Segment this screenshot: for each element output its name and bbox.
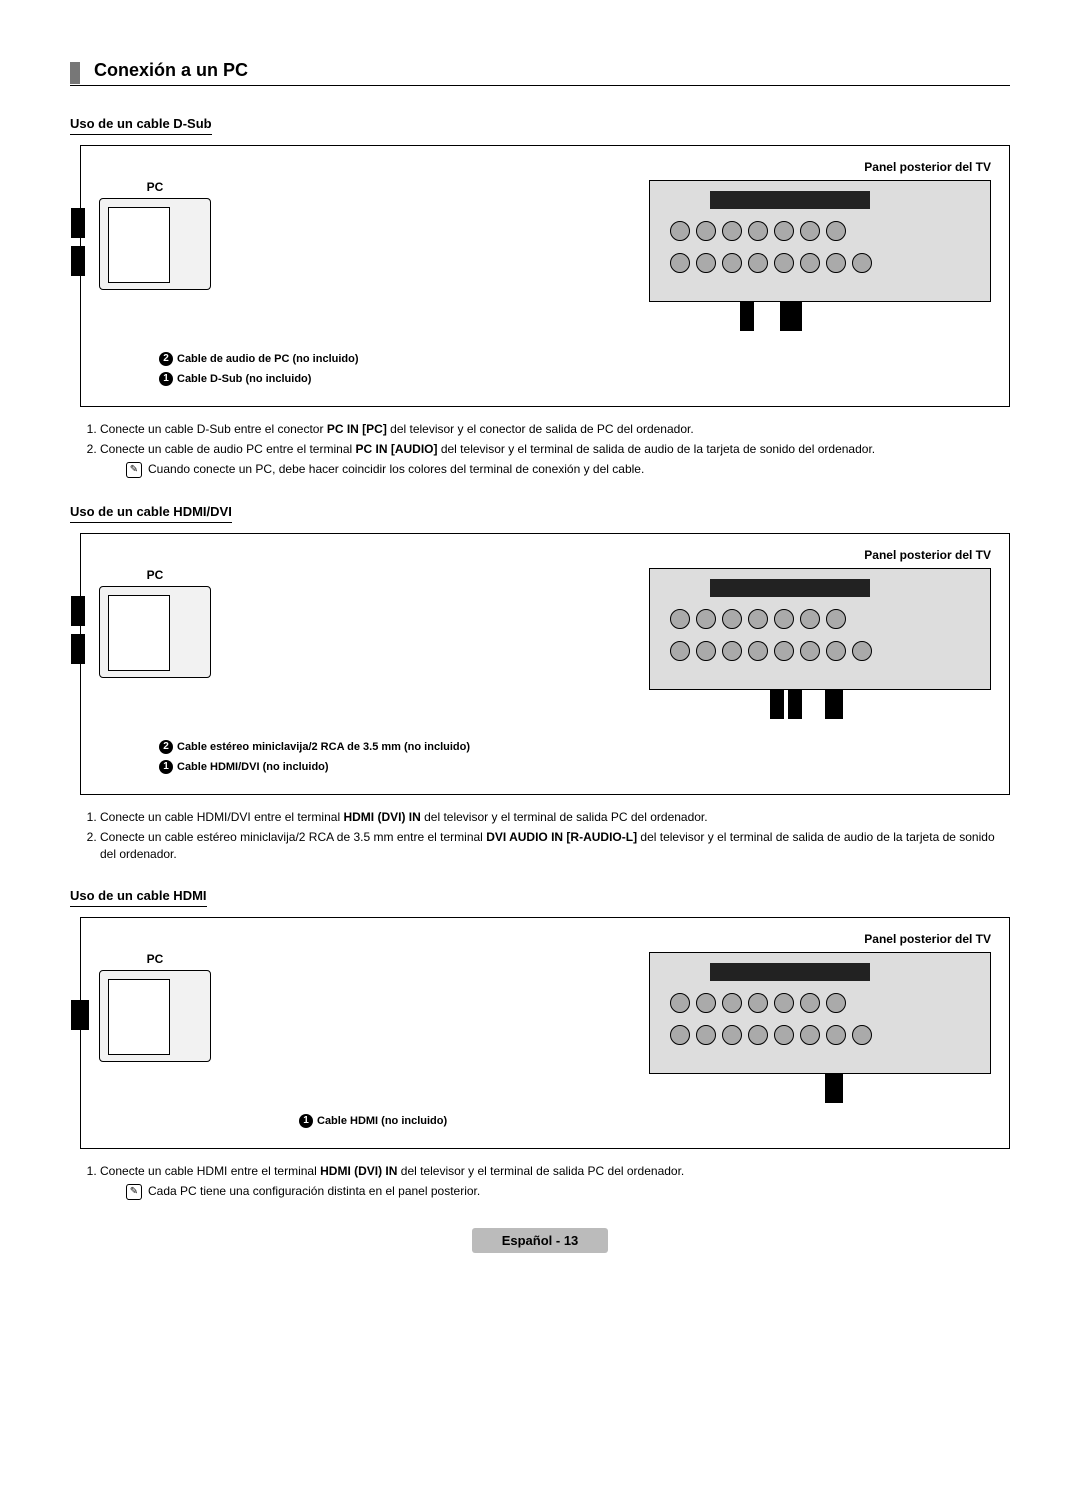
note-text: Cuando conecte un PC, debe hacer coincid… (148, 462, 644, 476)
note: ✎ Cuando conecte un PC, debe hacer coinci… (126, 461, 1010, 478)
diagram-dsub: Panel posterior del TV PC (80, 145, 1010, 407)
step-text: del televisor y el terminal de salida PC… (397, 1164, 684, 1178)
step-bold: PC IN [PC] (327, 422, 387, 436)
note-icon: ✎ (126, 462, 142, 478)
circled-number-icon: 2 (159, 740, 173, 754)
title-accent-block (70, 62, 80, 84)
section-hdmidvi: Uso de un cable HDMI/DVI Panel posterior… (70, 496, 1010, 862)
page-footer: Español - 13 (70, 1228, 1010, 1253)
pc-label: PC (99, 568, 211, 582)
cable-1-text: Cable HDMI/DVI (no incluido) (177, 761, 329, 773)
cable-label-2: 2 Cable de audio de PC (no incluido) (159, 352, 991, 366)
instruction-step: Conecte un cable estéreo miniclavija/2 R… (100, 829, 1010, 861)
heading-hdmidvi: Uso de un cable HDMI/DVI (70, 504, 232, 523)
step-text: Conecte un cable estéreo miniclavija/2 R… (100, 830, 486, 844)
tv-panel-label: Panel posterior del TV (99, 160, 991, 174)
cable-plug-icon (740, 301, 754, 331)
step-text: del televisor y el terminal de salida de… (438, 442, 876, 456)
instruction-step: Conecte un cable HDMI entre el terminal … (100, 1163, 1010, 1200)
cable-label-1: 1 Cable D-Sub (no incluido) (159, 372, 991, 386)
instructions-dsub: Conecte un cable D-Sub entre el conector… (80, 421, 1010, 478)
heading-dsub: Uso de un cable D-Sub (70, 116, 212, 135)
step-bold: HDMI (DVI) IN (343, 810, 420, 824)
tv-panel-label: Panel posterior del TV (99, 548, 991, 562)
section-hdmi: Uso de un cable HDMI Panel posterior del… (70, 880, 1010, 1200)
tv-panel-illustration (649, 568, 991, 690)
section-dsub: Uso de un cable D-Sub Panel posterior de… (70, 108, 1010, 478)
cable-label-2: 2 Cable estéreo miniclavija/2 RCA de 3.5 … (159, 740, 991, 754)
tv-panel-label: Panel posterior del TV (99, 932, 991, 946)
instructions-hdmidvi: Conecte un cable HDMI/DVI entre el termi… (80, 809, 1010, 862)
instructions-hdmi: Conecte un cable HDMI entre el terminal … (80, 1163, 1010, 1200)
cable-label-1: 1 Cable HDMI (no incluido) (299, 1114, 991, 1128)
page-title-bar: Conexión a un PC (70, 60, 1010, 86)
step-text: del televisor y el terminal de salida PC… (421, 810, 708, 824)
pc-device-illustration (99, 198, 211, 290)
pc-device-illustration (99, 586, 211, 678)
circled-number-icon: 1 (299, 1114, 313, 1128)
cable-2-text: Cable estéreo miniclavija/2 RCA de 3.5 m… (177, 741, 470, 753)
step-bold: HDMI (DVI) IN (320, 1164, 397, 1178)
cable-plug-icon (770, 689, 784, 719)
note: ✎ Cada PC tiene una configuración distint… (126, 1183, 1010, 1200)
cable-label-1: 1 Cable HDMI/DVI (no incluido) (159, 760, 991, 774)
step-text: Conecte un cable HDMI/DVI entre el termi… (100, 810, 343, 824)
cable-plug-icon (780, 301, 802, 331)
cable-plug-icon (71, 634, 85, 664)
step-bold: DVI AUDIO IN [R-AUDIO-L] (486, 830, 637, 844)
step-bold: PC IN [AUDIO] (356, 442, 438, 456)
step-text: Conecte un cable HDMI entre el terminal (100, 1164, 320, 1178)
step-text: del televisor y el conector de salida de… (387, 422, 694, 436)
pc-label: PC (99, 952, 211, 966)
cable-1-text: Cable D-Sub (no incluido) (177, 373, 311, 385)
pc-device-illustration (99, 970, 211, 1062)
tv-panel-illustration (649, 952, 991, 1074)
cable-1-text: Cable HDMI (no incluido) (317, 1115, 447, 1127)
page-title: Conexión a un PC (94, 60, 248, 85)
diagram-hdmi: Panel posterior del TV PC 1Cable (80, 917, 1010, 1149)
step-text: Conecte un cable D-Sub entre el conector (100, 422, 327, 436)
circled-number-icon: 1 (159, 372, 173, 386)
cable-2-text: Cable de audio de PC (no incluido) (177, 353, 359, 365)
instruction-step: Conecte un cable de audio PC entre el te… (100, 441, 1010, 478)
instruction-step: Conecte un cable D-Sub entre el conector… (100, 421, 1010, 437)
circled-number-icon: 1 (159, 760, 173, 774)
tv-panel-illustration (649, 180, 991, 302)
circled-number-icon: 2 (159, 352, 173, 366)
cable-plug-icon (825, 1073, 843, 1103)
pc-label: PC (99, 180, 211, 194)
cable-plug-icon (788, 689, 802, 719)
cable-plug-icon (71, 596, 85, 626)
heading-hdmi: Uso de un cable HDMI (70, 888, 207, 907)
note-icon: ✎ (126, 1184, 142, 1200)
cable-plug-icon (71, 208, 85, 238)
cable-plug-icon (71, 246, 85, 276)
diagram-hdmidvi: Panel posterior del TV PC (80, 533, 1010, 795)
instruction-step: Conecte un cable HDMI/DVI entre el termi… (100, 809, 1010, 825)
step-text: Conecte un cable de audio PC entre el te… (100, 442, 356, 456)
cable-plug-icon (71, 1000, 89, 1030)
cable-plug-icon (825, 689, 843, 719)
page-number-badge: Español - 13 (472, 1228, 609, 1253)
note-text: Cada PC tiene una configuración distinta… (148, 1184, 480, 1198)
